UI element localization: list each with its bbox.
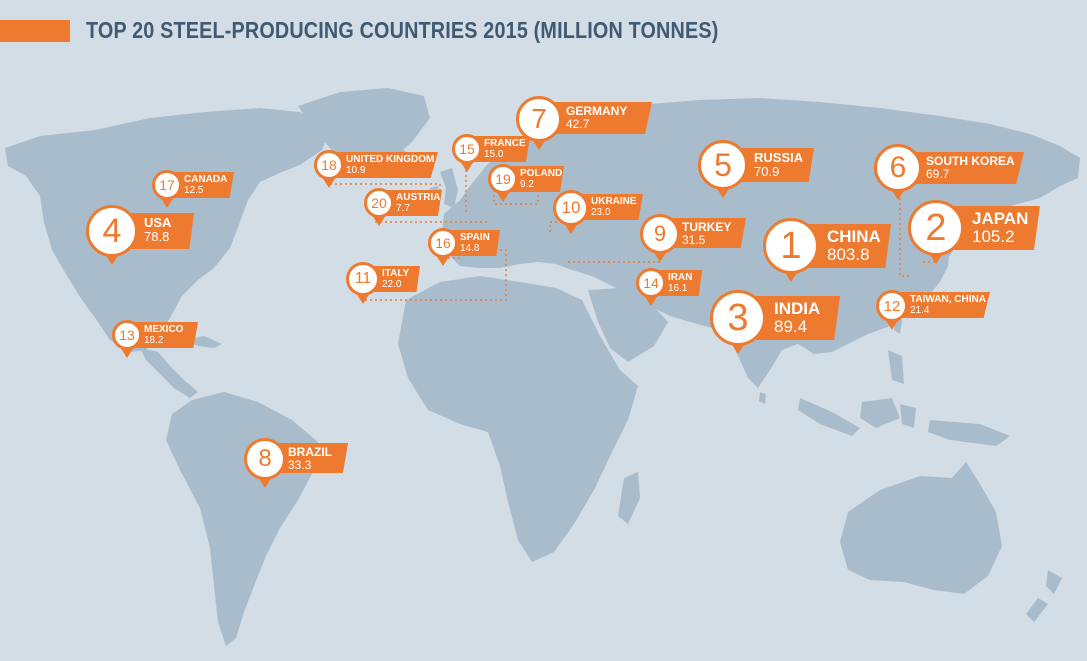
country-value: 9.2 bbox=[520, 178, 534, 190]
country-name: UNITED KINGDOM bbox=[346, 154, 435, 165]
country-label: BRAZIL 33.3 bbox=[276, 443, 348, 473]
country-value: 69.7 bbox=[926, 166, 950, 181]
country-value: 10.9 bbox=[346, 164, 366, 176]
rank-badge: 8 bbox=[244, 438, 286, 480]
connector-italy bbox=[365, 249, 507, 301]
country-label: CHINA 803.8 bbox=[809, 224, 891, 268]
rank-badge: 13 bbox=[112, 320, 142, 350]
country-name: USA bbox=[144, 215, 172, 230]
rank-badge: 3 bbox=[710, 290, 766, 346]
south-america-landmass bbox=[166, 392, 318, 646]
country-value: 22.0 bbox=[382, 278, 402, 290]
country-label: TAIWAN, CHINA 21.4 bbox=[898, 292, 990, 318]
country-name: TAIWAN, CHINA bbox=[910, 294, 986, 305]
central-america-landmass bbox=[140, 348, 198, 398]
rank-badge: 10 bbox=[553, 190, 589, 226]
country-name: RUSSIA bbox=[754, 150, 804, 165]
country-name: SOUTH KOREA bbox=[926, 154, 1015, 168]
rank-badge: 17 bbox=[152, 170, 182, 200]
australia-landmass bbox=[840, 462, 1002, 594]
country-name: GERMANY bbox=[566, 104, 628, 118]
country-value: 16.1 bbox=[668, 282, 688, 294]
country-label: UNITED KINGDOM 10.9 bbox=[334, 152, 438, 178]
new-zealand-landmass bbox=[1026, 570, 1062, 622]
country-value: 105.2 bbox=[972, 226, 1015, 246]
country-label: USA 78.8 bbox=[128, 213, 194, 249]
country-value: 42.7 bbox=[566, 116, 590, 131]
country-label: RUSSIA 70.9 bbox=[738, 148, 814, 182]
header-accent-bar bbox=[0, 20, 70, 42]
country-value: 70.9 bbox=[754, 163, 780, 179]
caribbean-landmass bbox=[186, 336, 222, 348]
country-name: TURKEY bbox=[682, 220, 732, 234]
page-title: TOP 20 STEEL-PRODUCING COUNTRIES 2015 (M… bbox=[86, 17, 719, 43]
country-value: 7.7 bbox=[396, 202, 410, 214]
arabia-landmass bbox=[588, 288, 668, 362]
madagascar-landmass bbox=[618, 472, 640, 524]
connector-turkey bbox=[568, 252, 661, 263]
rank-badge: 18 bbox=[314, 150, 344, 180]
country-value: 803.8 bbox=[827, 244, 870, 264]
country-value: 14.8 bbox=[460, 242, 480, 254]
africa-landmass bbox=[398, 276, 638, 562]
rank-badge: 14 bbox=[636, 268, 666, 298]
connector-ukraine bbox=[549, 221, 572, 234]
country-value: 89.4 bbox=[774, 316, 808, 336]
country-name: FRANCE bbox=[484, 138, 526, 149]
rank-badge: 4 bbox=[86, 205, 138, 257]
country-name: SPAIN bbox=[460, 232, 490, 243]
country-label: CANADA 12.5 bbox=[172, 172, 234, 198]
rank-badge: 2 bbox=[908, 200, 964, 256]
rank-badge: 19 bbox=[488, 164, 518, 194]
country-name: BRAZIL bbox=[288, 445, 332, 459]
country-name: UKRAINE bbox=[591, 196, 637, 207]
country-value: 15.0 bbox=[484, 148, 504, 160]
country-value: 12.5 bbox=[184, 184, 204, 196]
country-name: CHINA bbox=[827, 227, 881, 246]
country-label: TURKEY 31.5 bbox=[670, 218, 746, 248]
country-value: 21.4 bbox=[910, 304, 930, 316]
country-value: 33.3 bbox=[288, 457, 312, 472]
country-value: 31.5 bbox=[682, 232, 706, 247]
country-label: JAPAN 105.2 bbox=[954, 206, 1040, 250]
country-label: GERMANY 42.7 bbox=[552, 102, 652, 134]
country-value: 23.0 bbox=[591, 206, 611, 218]
country-name: MEXICO bbox=[144, 324, 184, 335]
country-name: JAPAN bbox=[972, 209, 1029, 228]
country-label: INDIA 89.4 bbox=[756, 296, 840, 340]
country-label: SOUTH KOREA 69.7 bbox=[912, 152, 1024, 184]
country-name: AUSTRIA bbox=[396, 192, 441, 203]
rank-badge: 1 bbox=[763, 218, 819, 274]
southeast-asia-islands-landmass bbox=[798, 350, 1010, 446]
country-name: ITALY bbox=[382, 268, 410, 279]
country-value: 78.8 bbox=[144, 228, 170, 244]
rank-badge: 7 bbox=[516, 96, 562, 142]
rank-badge: 15 bbox=[452, 134, 482, 164]
connector-south-korea bbox=[899, 198, 912, 277]
country-value: 18.2 bbox=[144, 334, 164, 346]
country-name: IRAN bbox=[668, 272, 693, 283]
country-name: CANADA bbox=[184, 174, 228, 185]
rank-badge: 11 bbox=[346, 262, 380, 296]
country-label: UKRAINE 23.0 bbox=[579, 194, 643, 220]
country-label: MEXICO 18.2 bbox=[132, 322, 198, 348]
country-name: POLAND bbox=[520, 168, 563, 179]
rank-badge: 6 bbox=[874, 144, 922, 192]
country-name: INDIA bbox=[774, 299, 821, 318]
connector-poland bbox=[493, 190, 539, 205]
rank-badge: 16 bbox=[428, 228, 458, 258]
rank-badge: 9 bbox=[640, 214, 680, 254]
rank-badge: 5 bbox=[698, 140, 748, 190]
rank-badge: 20 bbox=[364, 188, 394, 218]
rank-badge: 12 bbox=[876, 290, 908, 322]
sri-lanka-landmass bbox=[759, 392, 766, 404]
